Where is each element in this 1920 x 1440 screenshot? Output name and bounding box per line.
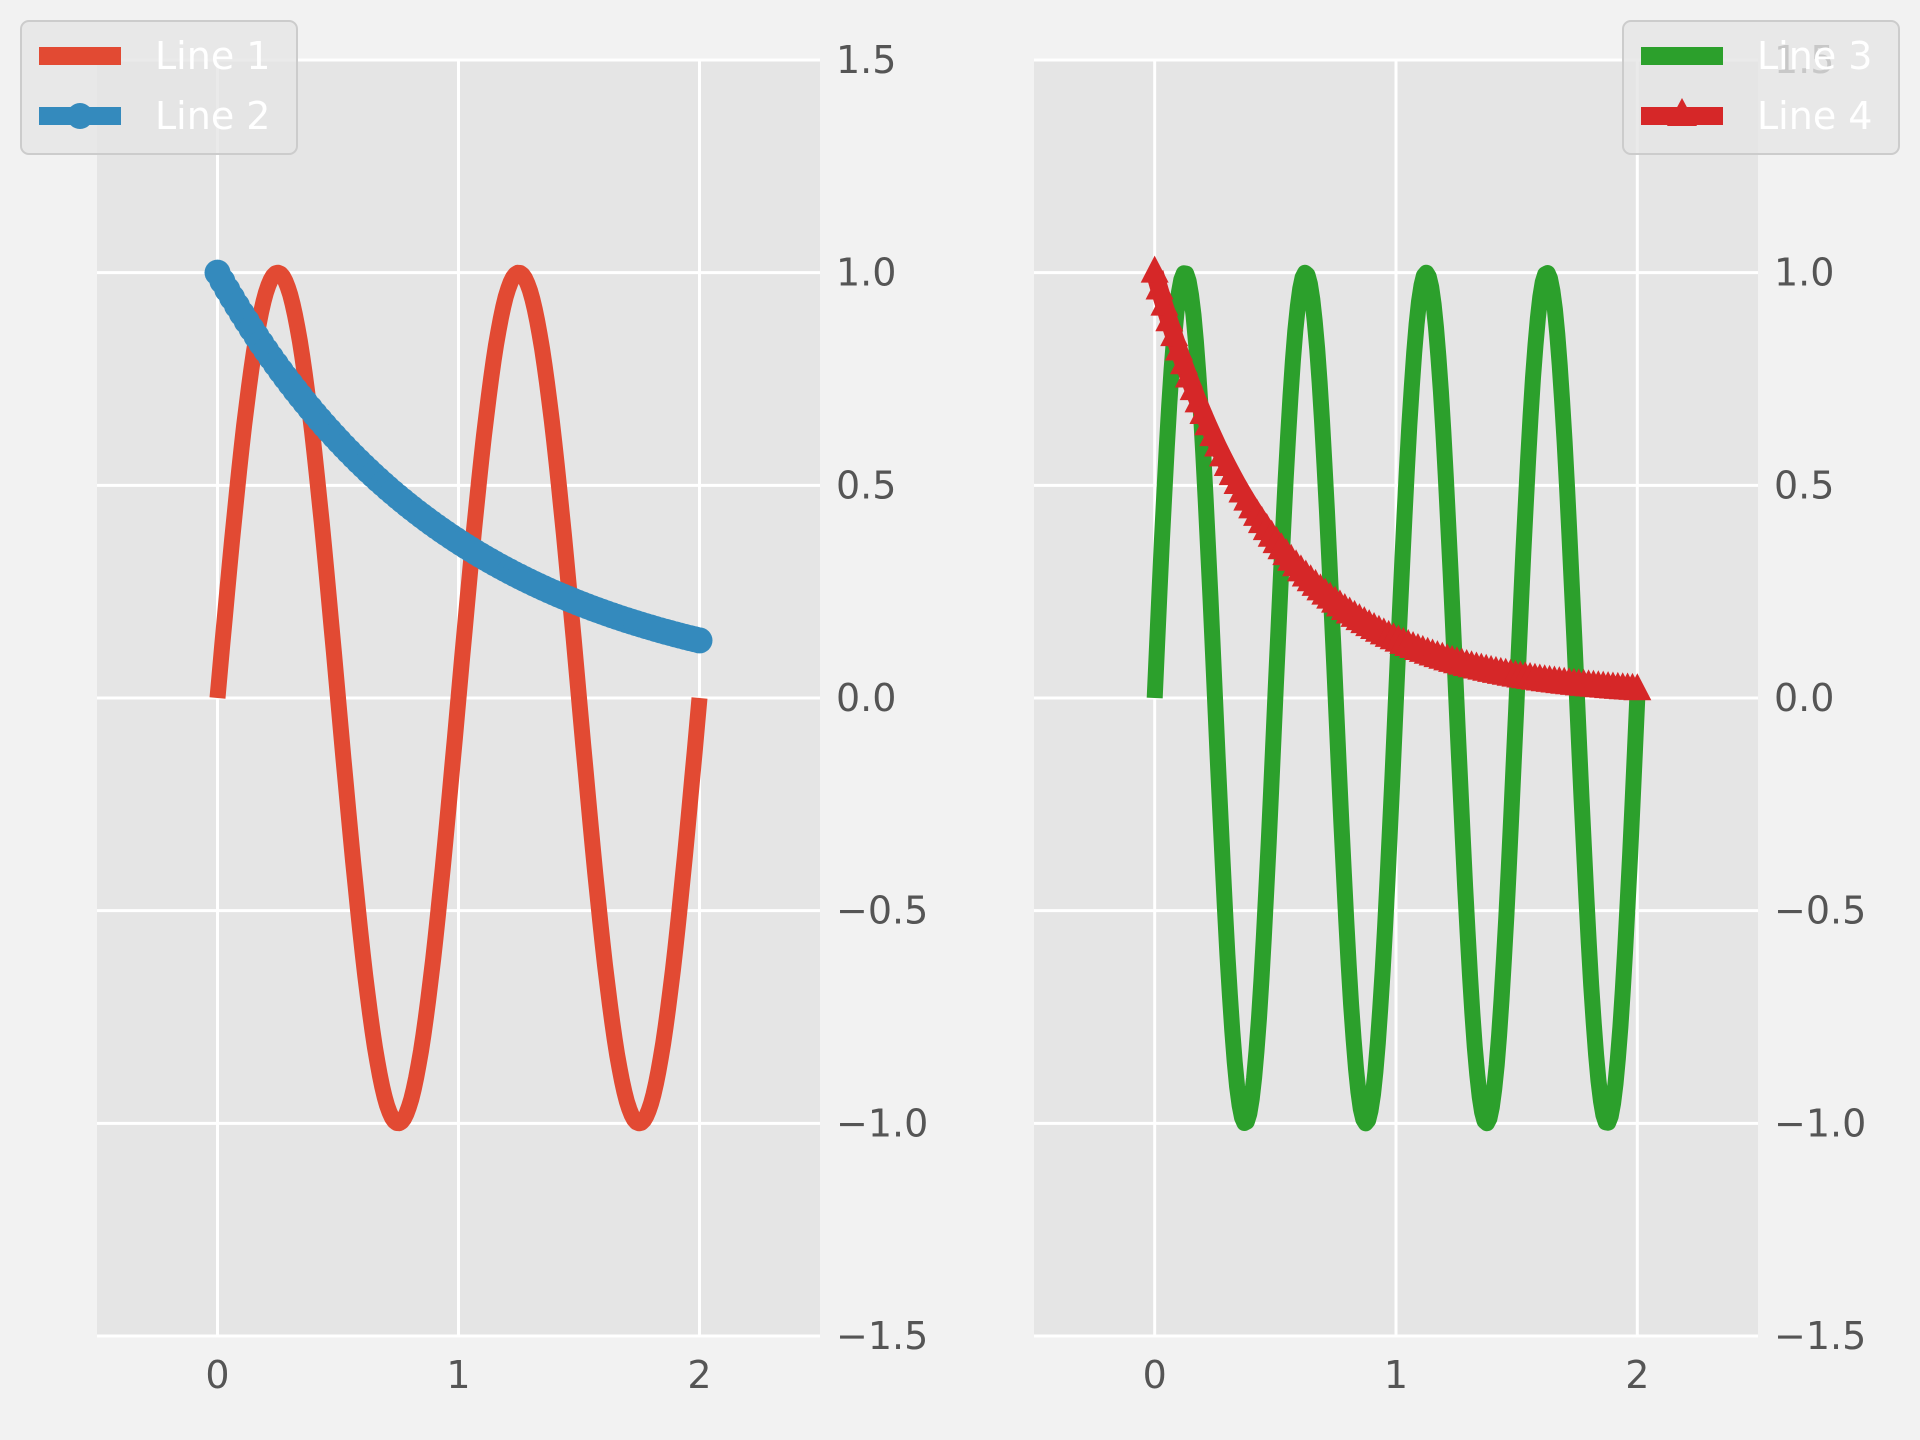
legend-marker — [67, 103, 93, 129]
y-tick-label: 1.5 — [836, 38, 896, 82]
legend: Line 1 Line 2 — [20, 20, 298, 155]
data-point — [686, 627, 713, 654]
y-tick-label: 0.5 — [1774, 463, 1834, 507]
data-point — [1623, 673, 1652, 701]
y-tick-label: 0.0 — [1774, 676, 1834, 720]
y-tick-label: 1.0 — [836, 251, 896, 295]
y-tick-label: −1.5 — [1774, 1314, 1866, 1358]
series-line-3 — [1146, 264, 1646, 1132]
x-tick-label: 2 — [1625, 1353, 1649, 1397]
subplot-1: 0 1 2 −1.5 −1.0 −0.5 0.0 0.5 1.0 1.5 — [97, 38, 928, 1397]
subplot-2: 012−1.5−1.0−0.50.00.51.01.5 — [1034, 38, 1866, 1397]
y-tick-label: −0.5 — [1774, 889, 1866, 933]
y-tick-label: −0.5 — [836, 889, 928, 933]
x-tick-label: 2 — [687, 1353, 711, 1397]
y-tick-label: 0.0 — [836, 676, 896, 720]
series-line — [209, 264, 708, 1132]
y-tick-label: 0.5 — [836, 463, 896, 507]
series-line-2 — [204, 259, 713, 654]
series-line-1 — [209, 264, 708, 1132]
series-line — [1146, 264, 1646, 1132]
legend-label: Line 4 — [1757, 94, 1872, 138]
series-line-4 — [1140, 255, 1652, 701]
x-tick-label: 1 — [446, 1353, 470, 1397]
legend: Line 3 Line 4 — [1622, 20, 1900, 155]
legend-label: Line 1 — [155, 34, 270, 78]
y-tick-label: −1.0 — [1774, 1101, 1866, 1145]
data-point — [1145, 272, 1174, 300]
y-tick-label: −1.5 — [836, 1314, 928, 1358]
legend-label: Line 2 — [155, 94, 270, 138]
y-tick-label: 1.0 — [1774, 251, 1834, 295]
legend-marker — [1667, 98, 1697, 126]
x-tick-label: 0 — [1143, 1353, 1167, 1397]
legend-label: Line 3 — [1757, 34, 1872, 78]
data-point — [1140, 255, 1169, 283]
x-tick-label: 1 — [1384, 1353, 1408, 1397]
x-tick-label: 0 — [205, 1353, 229, 1397]
y-tick-label: −1.0 — [836, 1101, 928, 1145]
